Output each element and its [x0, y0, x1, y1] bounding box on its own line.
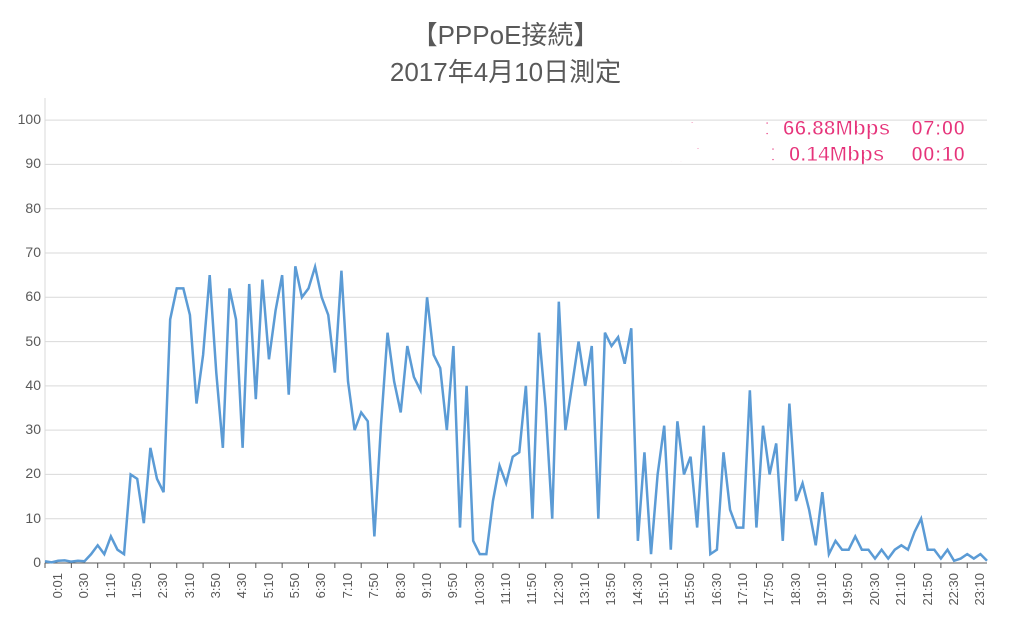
x-tick-label: 5:10	[261, 573, 276, 633]
x-tick-label: 9:50	[445, 573, 460, 633]
x-tick-label: 6:30	[313, 573, 328, 633]
x-tick-label: 15:50	[682, 573, 697, 633]
x-tick-label: 2:30	[155, 573, 170, 633]
x-tick-label: 4:30	[234, 573, 249, 633]
x-tick-label: 1:10	[103, 573, 118, 633]
x-tick-label: 13:50	[603, 573, 618, 633]
y-tick-label: 40	[5, 377, 41, 393]
x-tick-label: 17:10	[735, 573, 750, 633]
x-tick-label: 9:10	[419, 573, 434, 633]
y-tick-label: 30	[5, 421, 41, 437]
y-tick-label: 10	[5, 510, 41, 526]
chart-title-line2: 2017年4月10日測定	[0, 52, 1011, 89]
x-tick-label: 7:50	[366, 573, 381, 633]
x-tick-label: 14:30	[630, 573, 645, 633]
x-tick-label: 11:10	[498, 573, 513, 633]
x-tick-label: 18:30	[788, 573, 803, 633]
chart-title-line1: 【PPPoE接続】	[0, 15, 1011, 52]
x-tick-label: 10:30	[472, 573, 487, 633]
x-tick-label: 23:10	[972, 573, 987, 633]
y-tick-label: 60	[5, 288, 41, 304]
x-tick-label: 5:50	[287, 573, 302, 633]
x-tick-label: 8:30	[393, 573, 408, 633]
x-tick-label: 0:01	[50, 573, 65, 633]
y-tick-label: 20	[5, 465, 41, 481]
x-tick-label: 21:10	[893, 573, 908, 633]
y-tick-label: 100	[5, 111, 41, 127]
x-tick-label: 21:50	[920, 573, 935, 633]
y-tick-label: 0	[5, 554, 41, 570]
x-tick-label: 3:10	[182, 573, 197, 633]
y-tick-label: 70	[5, 244, 41, 260]
x-tick-label: 20:30	[867, 573, 882, 633]
y-tick-label: 80	[5, 200, 41, 216]
x-tick-label: 7:10	[340, 573, 355, 633]
x-tick-label: 13:10	[577, 573, 592, 633]
x-tick-label: 15:10	[656, 573, 671, 633]
x-tick-label: 3:50	[208, 573, 223, 633]
y-tick-label: 50	[5, 333, 41, 349]
x-tick-label: 17:50	[761, 573, 776, 633]
x-tick-label: 12:30	[551, 573, 566, 633]
x-tick-label: 19:10	[814, 573, 829, 633]
x-tick-label: 16:30	[709, 573, 724, 633]
x-tick-label: 0:30	[76, 573, 91, 633]
line-chart-plot	[45, 98, 987, 563]
x-tick-label: 11:50	[524, 573, 539, 633]
chart-container: 【PPPoE接続】 2017年4月10日測定 最高通信速度：66.88Mbps（…	[0, 0, 1011, 636]
x-tick-label: 22:30	[946, 573, 961, 633]
y-tick-label: 90	[5, 155, 41, 171]
x-tick-label: 1:50	[129, 573, 144, 633]
x-tick-label: 19:50	[840, 573, 855, 633]
